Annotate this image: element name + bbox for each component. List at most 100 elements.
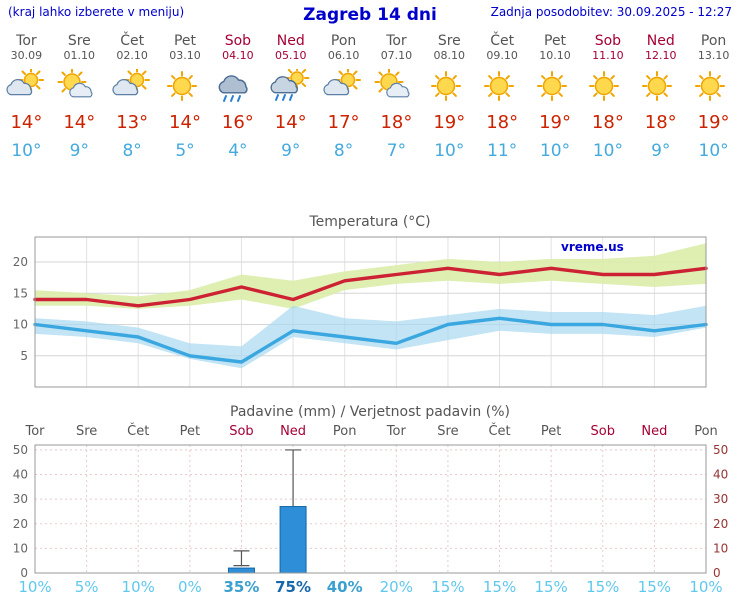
y-axis-tick: 15 (13, 286, 28, 300)
weather-icon-cloud-sun (323, 69, 362, 96)
sun-icon (589, 71, 620, 102)
day-date: 02.10 (116, 49, 148, 63)
y-axis-tick-right: 10 (713, 541, 728, 555)
weather-icon-cloud-sun (112, 69, 150, 96)
forecast-day-column: Čet 02.10 13° 8° (106, 31, 159, 171)
forecast-day-column: Sob 11.10 18° 10° (581, 31, 634, 171)
day-tmax: 18° (486, 112, 519, 134)
temperature-chart-title: Temperatura (°C) (309, 214, 431, 230)
y-axis-tick: 20 (13, 255, 28, 269)
precip-day-label: Pet (541, 424, 561, 439)
precip-day-label: Sob (591, 424, 615, 439)
day-name: Pon (700, 33, 727, 49)
precip-bar (279, 506, 307, 574)
precip-probability: 0% (178, 578, 202, 596)
day-tmax: 19° (539, 112, 571, 134)
weather-icon-sun-cloud (374, 69, 410, 98)
forecast-table: Tor 30.09 14° 10° Sre 01.10 14° 9° Čet 02.10 13° 8°… (0, 31, 740, 171)
menu-hint: (kraj lahko izberete v meniju) (8, 5, 185, 19)
precip-day-label: Tor (386, 424, 407, 439)
day-date: 12.10 (644, 49, 677, 63)
day-date: 01.10 (63, 49, 96, 63)
day-icon-wrap (0, 69, 53, 109)
day-icon-wrap (106, 69, 159, 109)
day-name: Tor (16, 33, 37, 49)
weather-icon-cloud-sun (6, 69, 44, 96)
precip-day-label: Sre (76, 424, 97, 439)
cloud-icon (69, 83, 93, 98)
forecast-day-column: Pet 03.10 14° 5° (159, 31, 212, 171)
day-icon-wrap (211, 69, 264, 109)
forecast-day-column: Pon 13.10 19° 10° (687, 31, 740, 171)
day-name: Ned (276, 33, 305, 49)
precip-day-label: Pon (694, 424, 718, 439)
day-name: Pet (544, 33, 567, 49)
precip-probability: 15% (638, 578, 671, 596)
y-axis-tick-right: 50 (713, 443, 728, 457)
day-icon-wrap (529, 69, 582, 109)
cloud-icon (270, 76, 299, 94)
weather-icon-sunny (483, 71, 514, 102)
precip-bar (227, 567, 255, 574)
watermark-link[interactable]: vreme.us (561, 240, 624, 254)
temp-min-line (33, 316, 708, 364)
raindrop-icon (282, 94, 287, 102)
day-date: 04.10 (222, 49, 254, 63)
precip-day-label: Tor (24, 424, 45, 439)
last-update: Zadnja posodobitev: 30.09.2025 - 12:27 (490, 5, 732, 19)
forecast-day-column: Tor 30.09 14° 10° (0, 31, 53, 171)
precip-probability: 40% (327, 578, 363, 596)
weather-icon-sunny (695, 71, 726, 102)
day-name: Čet (120, 33, 145, 49)
plot-border (34, 236, 707, 388)
raindrop-icon (237, 95, 242, 103)
day-tmin: 7° (386, 141, 407, 162)
precip-day-label: Sre (437, 424, 458, 439)
weather-icon-sun-cloud (57, 69, 93, 98)
day-tmin: 5° (175, 141, 195, 162)
temp-max-line (33, 266, 708, 308)
precip-day-label: Pon (333, 424, 357, 439)
cloud-icon (386, 83, 410, 98)
sun-icon (430, 71, 461, 102)
day-tmin: 10° (539, 141, 571, 162)
day-date: 08.10 (433, 49, 466, 63)
day-tmax: 14° (274, 112, 307, 134)
day-tmin: 9° (281, 141, 301, 162)
cloud-icon (218, 75, 249, 94)
cloud-icon (6, 79, 33, 96)
precip-day-label: Čet (488, 423, 510, 439)
day-date: 11.10 (592, 49, 624, 63)
day-name: Sre (437, 33, 461, 49)
day-icon-wrap (423, 69, 476, 109)
precip-probability: 10% (689, 578, 722, 596)
cloud-icon (323, 79, 350, 96)
cloud-icon (112, 79, 138, 96)
precip-chart-svg: Tor Sre Čet Pet Sob Ned Pon Tor Sre Čet Pet Sob Ned P… (13, 423, 729, 596)
day-icon-wrap (581, 69, 634, 109)
sun-icon (166, 71, 197, 102)
day-name: Čet (490, 33, 515, 49)
day-tmin: 9° (69, 141, 89, 162)
day-tmax: 14° (63, 112, 96, 134)
page-title: Zagreb 14 dni (303, 5, 437, 25)
precip-day-label: Čet (127, 423, 149, 439)
precipitation-chart-section: Padavine (mm) / Verjetnost padavin (%) T… (0, 403, 740, 597)
sun-icon (695, 71, 726, 102)
precip-probability: 15% (586, 578, 619, 596)
day-name: Sre (67, 33, 91, 49)
precip-day-label: Ned (280, 424, 306, 439)
day-tmax: 19° (697, 112, 730, 134)
day-tmax: 14° (10, 112, 43, 134)
plot-background (35, 445, 706, 573)
day-icon-wrap (264, 69, 317, 109)
precip-probability: 10% (18, 578, 51, 596)
precip-probability: 20% (380, 578, 413, 596)
day-tmin: 10° (11, 141, 42, 162)
forecast-day-column: Sre 08.10 19° 10° (423, 31, 476, 171)
raindrop-icon (223, 95, 228, 103)
y-axis-tick-left: 40 (13, 468, 28, 482)
precip-day-label: Ned (641, 424, 667, 439)
day-date: 05.10 (274, 49, 307, 63)
